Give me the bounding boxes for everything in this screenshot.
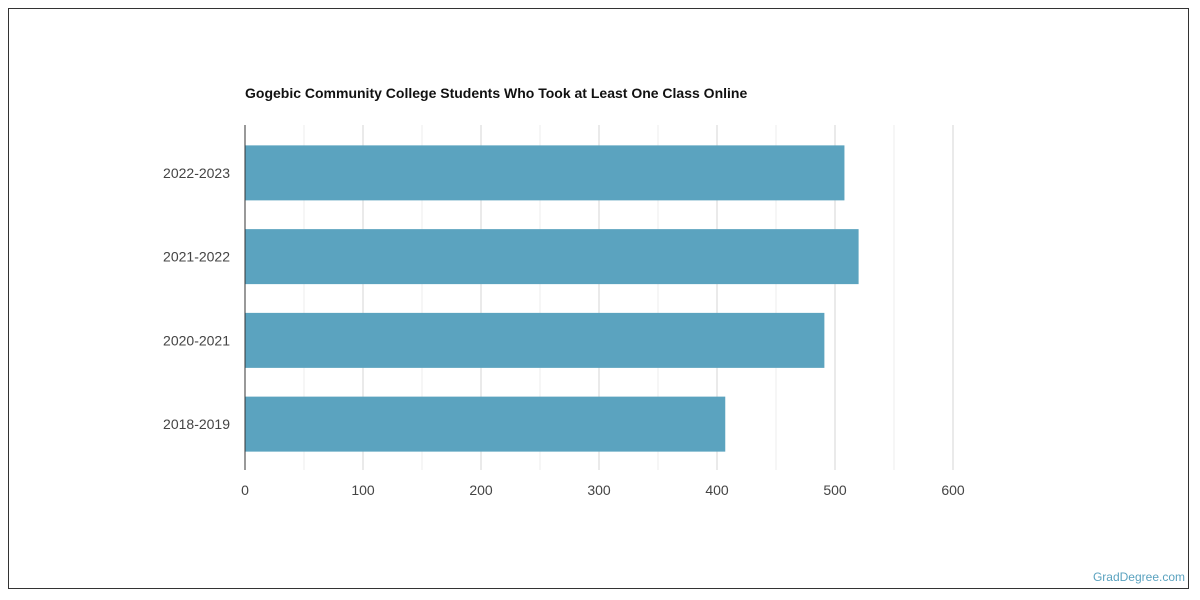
y-tick-label: 2022-2023 xyxy=(163,165,230,181)
bar xyxy=(245,312,825,368)
watermark-link[interactable]: GradDegree.com xyxy=(1092,570,1185,584)
x-tick-label: 0 xyxy=(241,482,249,498)
x-tick-label: 300 xyxy=(587,482,611,498)
x-tick-label: 500 xyxy=(823,482,847,498)
x-tick-label: 600 xyxy=(941,482,965,498)
chart-title: Gogebic Community College Students Who T… xyxy=(245,85,748,101)
bar xyxy=(245,229,859,285)
x-tick-label: 100 xyxy=(351,482,375,498)
y-tick-label: 2021-2022 xyxy=(163,249,230,265)
x-tick-label: 400 xyxy=(705,482,729,498)
y-tick-label: 2018-2019 xyxy=(163,416,230,432)
x-tick-label: 200 xyxy=(469,482,493,498)
y-tick-label: 2020-2021 xyxy=(163,332,230,348)
bar xyxy=(245,145,845,201)
bar xyxy=(245,396,726,452)
